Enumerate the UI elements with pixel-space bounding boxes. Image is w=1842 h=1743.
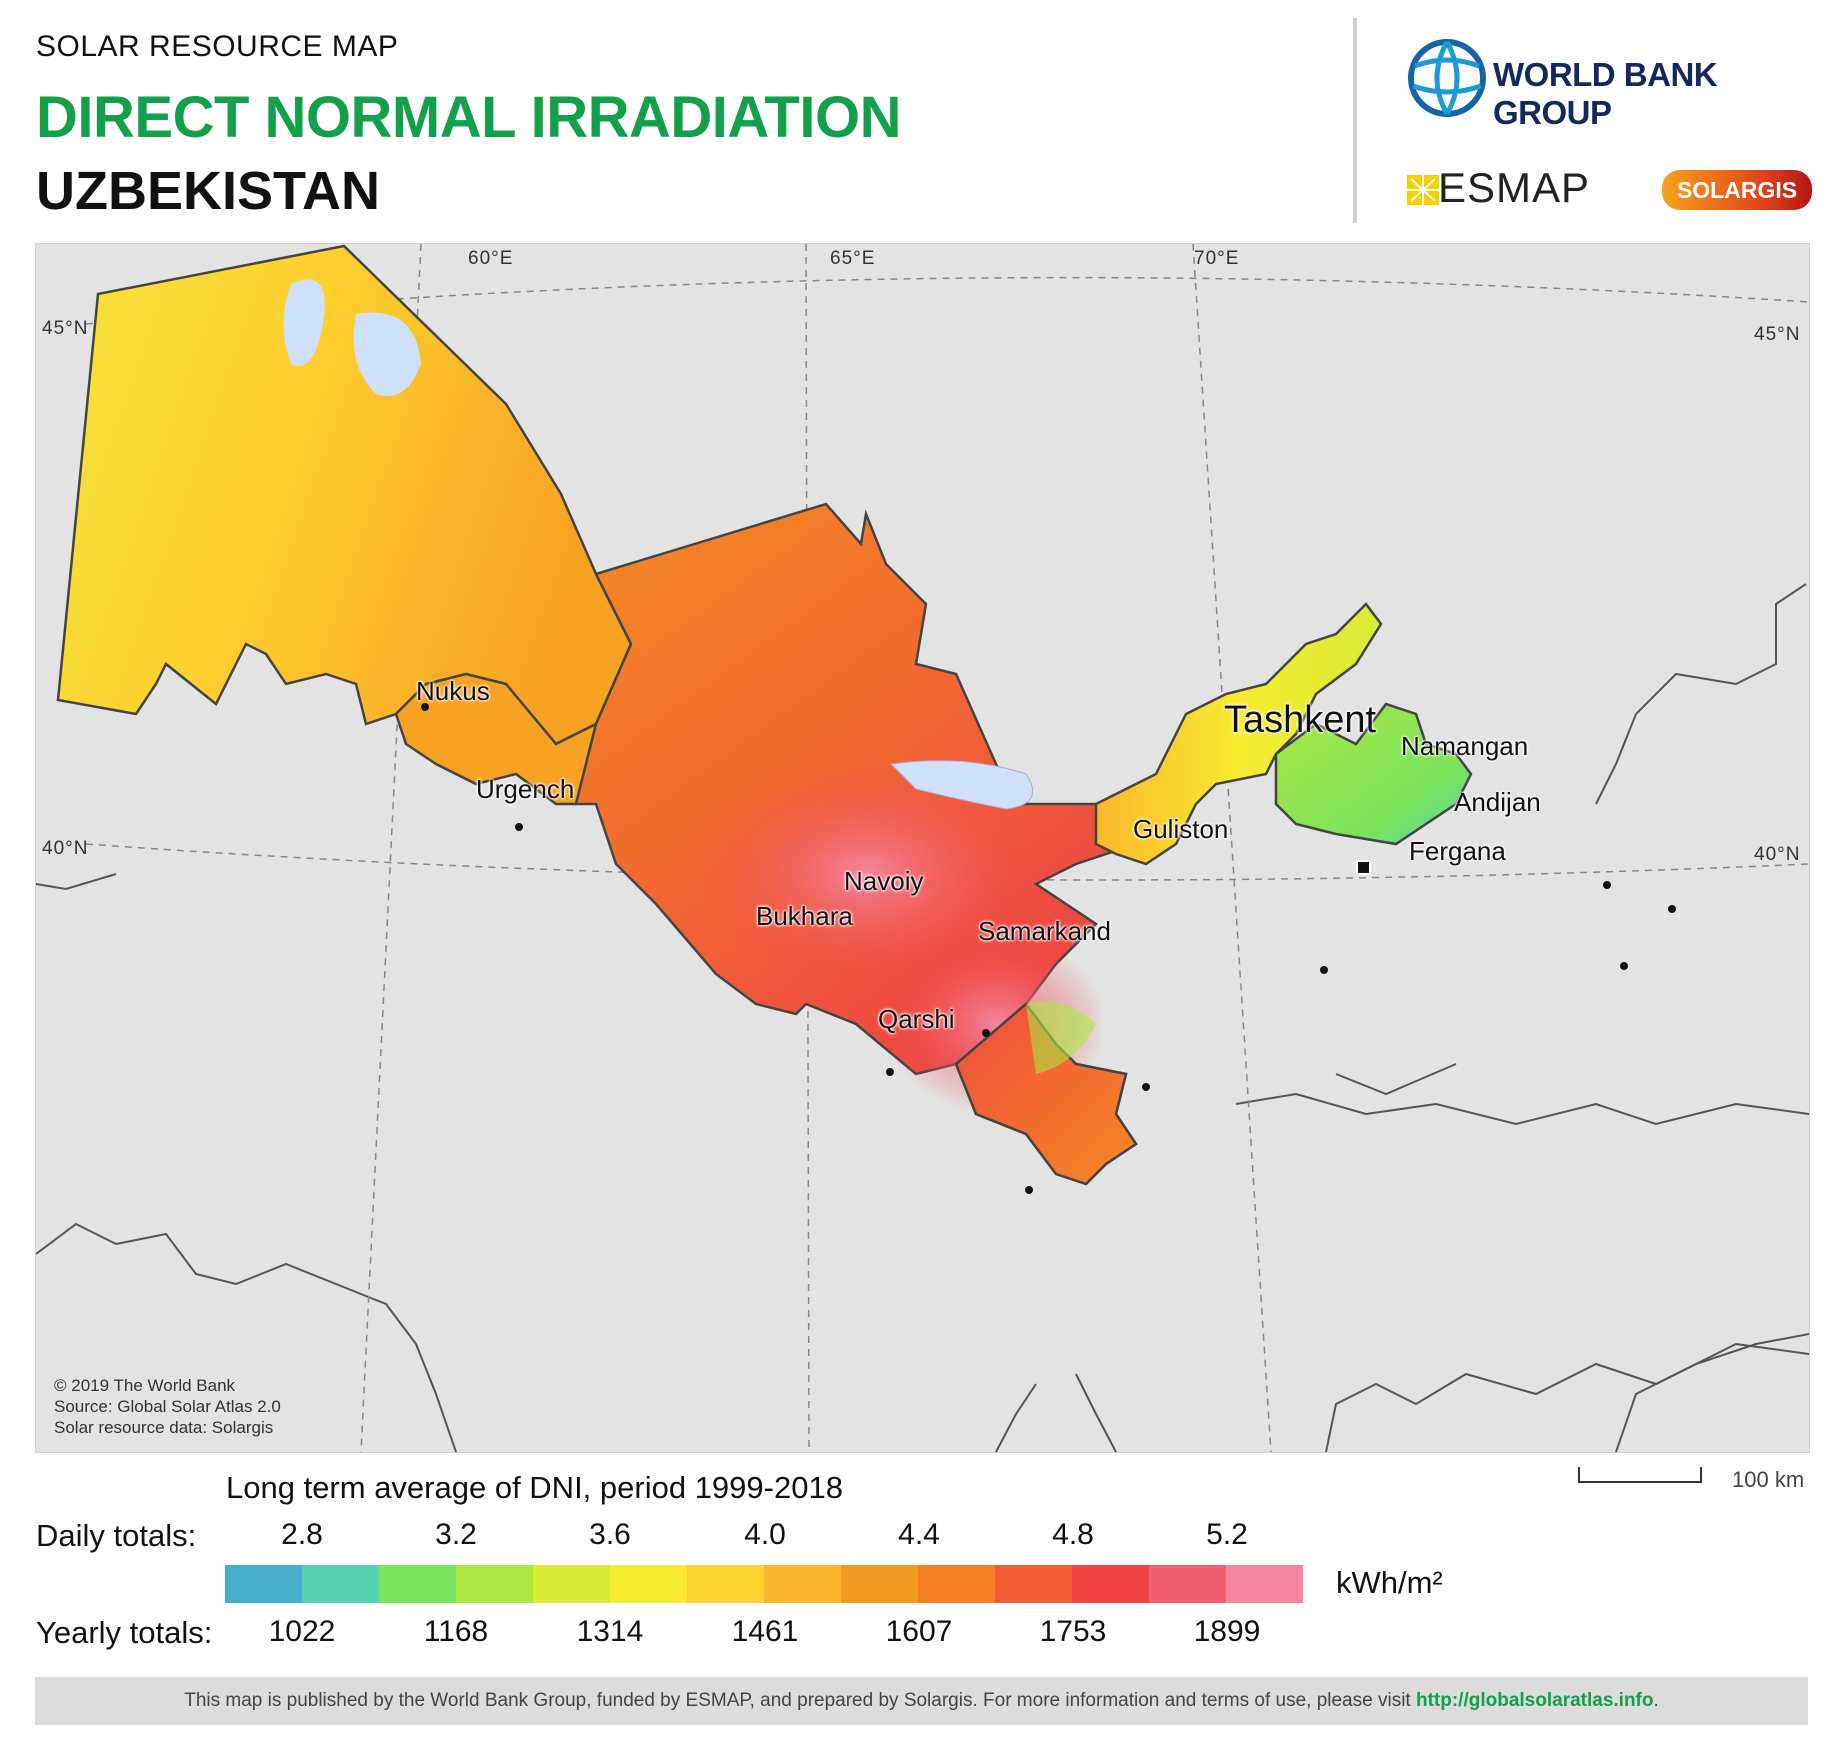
marker-samarkand [1142, 1083, 1150, 1091]
lat-label-45n-right: 45°N [1754, 324, 1801, 345]
aydarkul-lake [889, 760, 1034, 810]
city-namangan: Namangan [1401, 731, 1529, 761]
esmap-logo-text: ESMAP [1438, 164, 1591, 211]
daily-tick: 4.4 [898, 1518, 940, 1551]
legend-swatch [1226, 1565, 1303, 1603]
karakalpakstan-region [56, 244, 633, 746]
legend-swatch [687, 1565, 764, 1603]
lon-label-65e: 65°E [830, 248, 876, 269]
lon-label-60e: 60°E [468, 248, 514, 269]
header-divider [1353, 18, 1357, 223]
city-bukhara: Bukhara [756, 901, 853, 931]
legend-swatch [533, 1565, 610, 1603]
legend-swatch [456, 1565, 533, 1603]
solargis-logo: SOLARGIS [1662, 170, 1812, 210]
legend-swatch [610, 1565, 687, 1603]
legend-daily-label: Daily totals: [36, 1518, 197, 1553]
marker-qarshi [1025, 1186, 1033, 1194]
aral-sea-west [283, 279, 325, 366]
marker-bukhara [886, 1068, 894, 1076]
credit-source: Source: Global Solar Atlas 2.0 [54, 1397, 281, 1416]
legend-swatch [1072, 1565, 1149, 1603]
city-andijan: Andijan [1454, 787, 1541, 817]
marker-nukus [421, 703, 429, 711]
legend-swatch [918, 1565, 995, 1603]
marker-navoiy [982, 1029, 990, 1037]
legend-swatch [995, 1565, 1072, 1603]
legend-swatch [302, 1565, 379, 1603]
map-credits: © 2019 The World Bank Source: Global Sol… [54, 1375, 281, 1438]
country-name: UZBEKISTAN [36, 161, 380, 221]
marker-fergana [1620, 962, 1628, 970]
marker-guliston [1320, 966, 1328, 974]
neighbour-borders [36, 583, 1809, 1452]
city-tashkent: Tashkent [1224, 699, 1377, 741]
scale-bar [1578, 1467, 1702, 1483]
city-nukus: Nukus [416, 676, 490, 706]
credit-data: Solar resource data: Solargis [54, 1418, 274, 1437]
world-bank-logo-text: WORLD BANK GROUP [1493, 56, 1718, 131]
city-qarshi: Qarshi [878, 1004, 955, 1034]
legend-swatch [379, 1565, 456, 1603]
city-urgench: Urgench [476, 774, 575, 804]
yearly-tick: 1899 [1193, 1615, 1261, 1648]
lon-label-70e: 70°E [1194, 248, 1240, 269]
fergana-region [1274, 702, 1473, 846]
city-samarkand: Samarkand [978, 916, 1111, 946]
daily-tick: 5.2 [1206, 1518, 1248, 1551]
yearly-tick: 1753 [1039, 1615, 1107, 1648]
marker-namangan [1603, 881, 1611, 889]
daily-tick: 3.2 [435, 1518, 477, 1551]
legend-swatch [225, 1565, 302, 1603]
map-kicker: SOLAR RESOURCE MAP [36, 30, 399, 63]
daily-tick: 4.8 [1052, 1518, 1094, 1551]
map-canvas [36, 244, 1809, 1452]
legend-yearly-label: Yearly totals: [36, 1615, 213, 1650]
yearly-tick: 1461 [731, 1615, 799, 1648]
legend-title: Long term average of DNI, period 1999-20… [226, 1470, 843, 1505]
footer-text: This map is published by the World Bank … [184, 1690, 1416, 1711]
marker-andijan [1668, 905, 1676, 913]
legend-swatch [841, 1565, 918, 1603]
footer-link[interactable]: http://globalsolaratlas.info [1415, 1690, 1654, 1711]
daily-tick: 4.0 [744, 1518, 786, 1551]
yearly-tick: 1314 [576, 1615, 644, 1648]
city-fergana: Fergana [1409, 836, 1506, 866]
city-guliston: Guliston [1133, 814, 1229, 844]
legend-swatch [764, 1565, 841, 1603]
city-navoiy: Navoiy [844, 866, 924, 896]
legend-swatch [1149, 1565, 1226, 1603]
yearly-tick: 1607 [885, 1615, 953, 1648]
legend-color-bar [225, 1565, 1303, 1603]
marker-urgench [515, 823, 523, 831]
legend-unit: kWh/m² [1336, 1565, 1443, 1600]
solar-map: 60°E 65°E 70°E 45°N 45°N 40°N 40°N Nukus… [35, 243, 1810, 1453]
credit-copyright: © 2019 The World Bank [54, 1376, 236, 1395]
lat-label-40n-right: 40°N [1754, 844, 1801, 865]
daily-tick: 3.6 [589, 1518, 631, 1551]
footer-end: . [1653, 1690, 1659, 1711]
lat-label-40n-left: 40°N [42, 838, 89, 859]
esmap-sun-icon [1407, 175, 1439, 205]
world-bank-globe-icon [1408, 39, 1486, 117]
map-title: DIRECT NORMAL IRRADIATION [36, 85, 901, 150]
tashkent-region [1094, 602, 1383, 866]
lat-label-45n-left: 45°N [42, 318, 89, 339]
marker-tashkent [1356, 860, 1371, 875]
yearly-tick: 1022 [268, 1615, 336, 1648]
surkhandarya-region [954, 1002, 1138, 1186]
mountain-zone-south [1026, 1001, 1096, 1074]
scale-bar-label: 100 km [1732, 1467, 1805, 1492]
footer-note: This map is published by the World Bank … [35, 1677, 1808, 1725]
yearly-tick: 1168 [423, 1615, 489, 1648]
aral-sea-east [353, 312, 421, 396]
high-dni-zone [696, 764, 1036, 984]
daily-tick: 2.8 [281, 1518, 323, 1551]
